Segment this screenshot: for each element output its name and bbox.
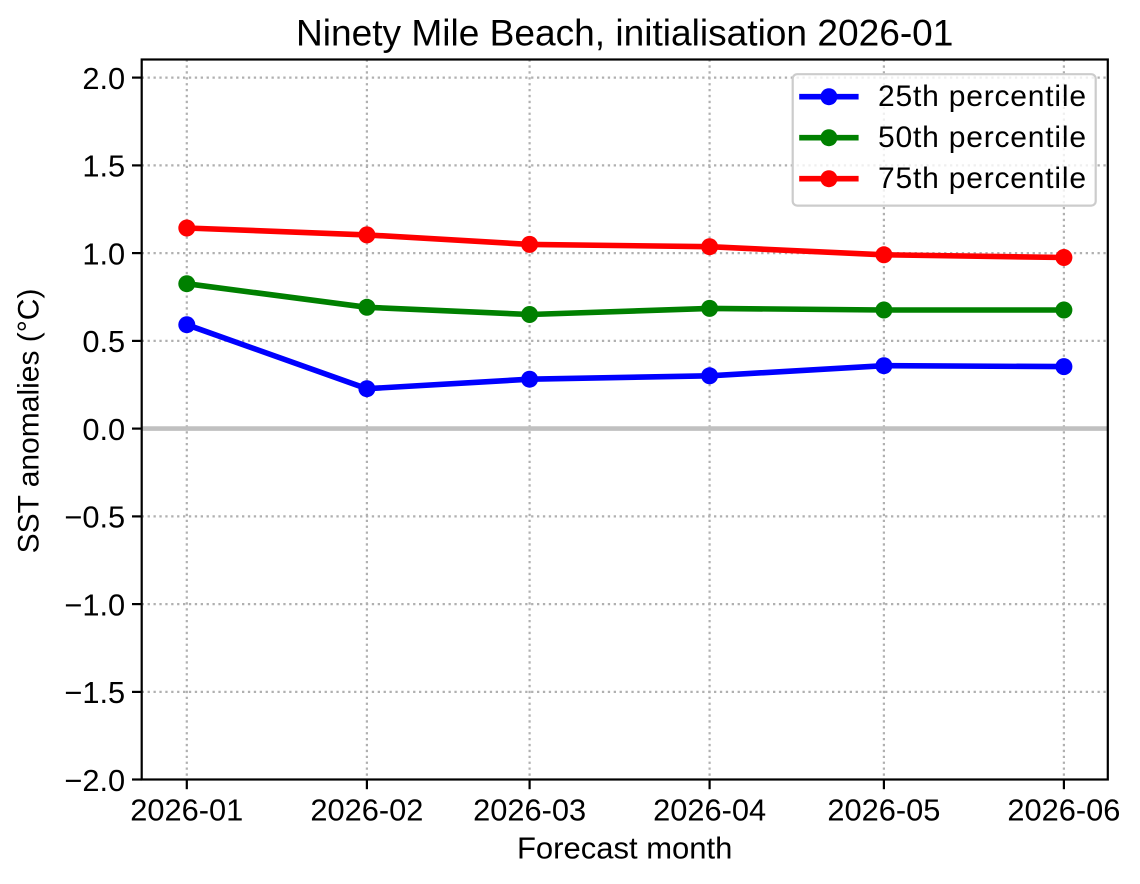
svg-text:1.0: 1.0 [82,236,125,271]
svg-text:75th percentile: 75th percentile [878,162,1087,195]
svg-text:−1.0: −1.0 [64,587,125,622]
svg-text:Forecast month: Forecast month [517,831,732,866]
svg-text:2.0: 2.0 [82,61,125,96]
svg-text:2026-05: 2026-05 [827,793,940,828]
svg-text:−1.5: −1.5 [64,675,125,710]
svg-text:0.0: 0.0 [82,412,125,447]
svg-text:2026-03: 2026-03 [473,793,586,828]
svg-text:2026-01: 2026-01 [130,793,243,828]
svg-text:50th percentile: 50th percentile [878,121,1087,154]
svg-text:2026-04: 2026-04 [653,793,766,828]
svg-text:2026-02: 2026-02 [310,793,423,828]
svg-text:0.5: 0.5 [82,324,125,359]
svg-text:−2.0: −2.0 [64,763,125,798]
svg-text:1.5: 1.5 [82,149,125,184]
svg-text:2026-06: 2026-06 [1007,793,1120,828]
svg-text:Ninety Mile Beach, initialisat: Ninety Mile Beach, initialisation 2026-0… [296,11,953,53]
svg-text:−0.5: −0.5 [64,500,125,535]
svg-text:25th percentile: 25th percentile [878,80,1087,113]
svg-text:SST anomalies (°C): SST anomalies (°C) [13,289,46,554]
